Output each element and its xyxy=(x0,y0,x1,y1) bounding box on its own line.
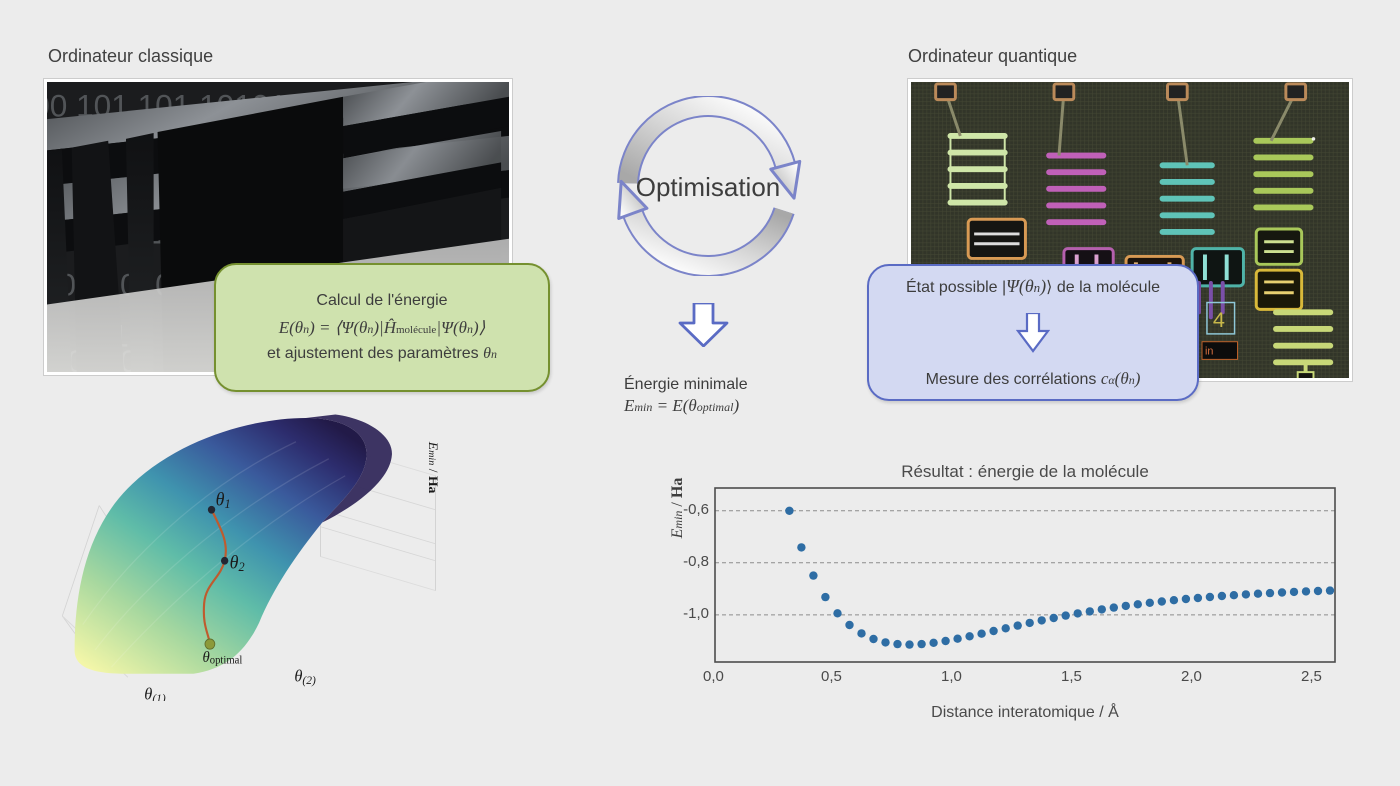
svg-text:θ(1): θ(1) xyxy=(144,684,166,701)
svg-text:θ(2): θ(2) xyxy=(294,666,316,687)
svg-text:in: in xyxy=(1205,346,1213,358)
svg-text:4: 4 xyxy=(1213,307,1225,332)
